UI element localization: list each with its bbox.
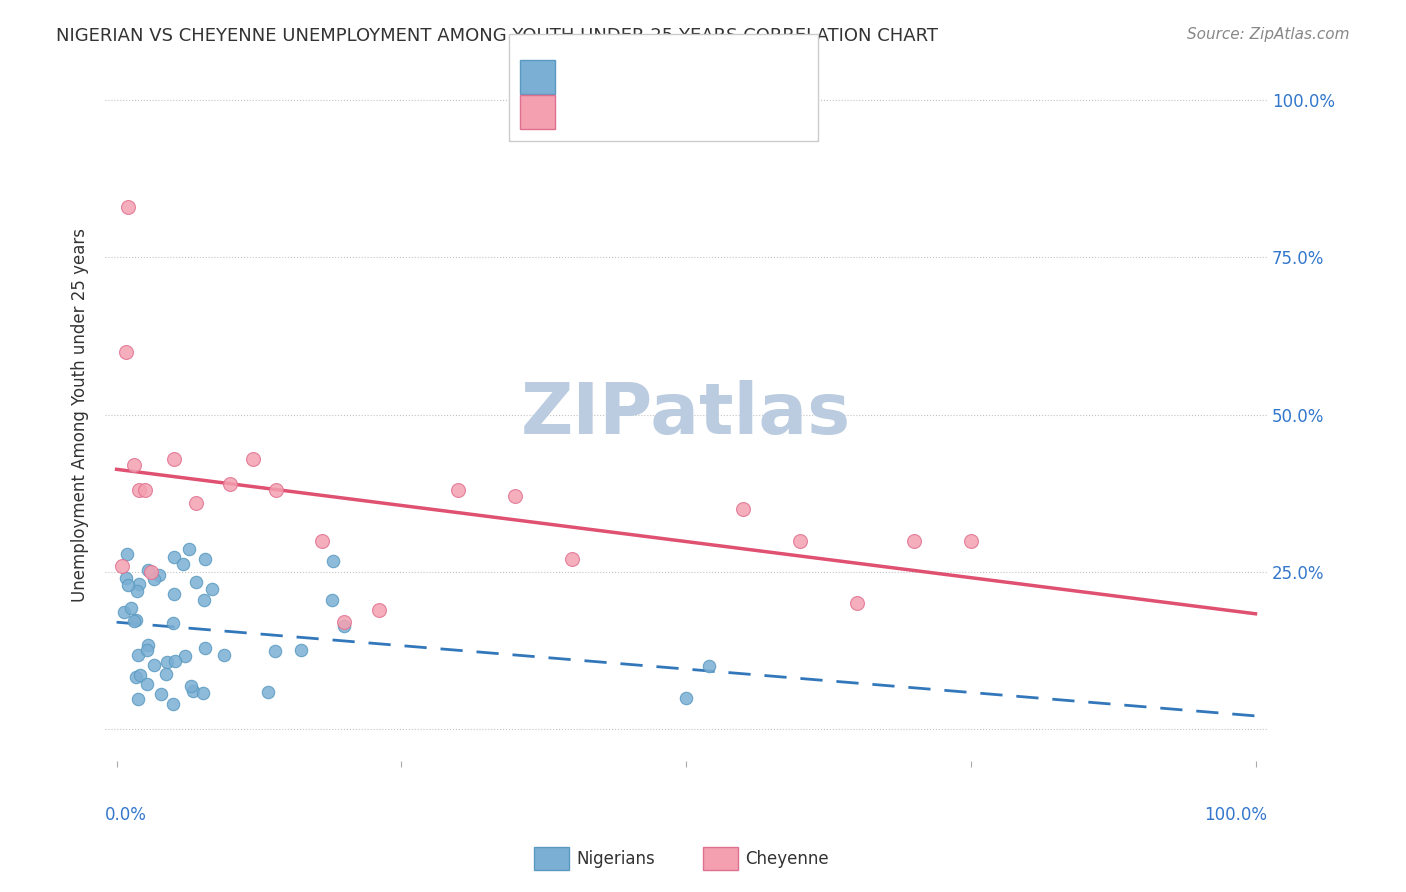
Point: [162, 697, 184, 711]
Point: [903, 533, 925, 548]
Point: [136, 638, 159, 652]
Point: [162, 451, 184, 466]
Text: N =: N =: [675, 96, 714, 114]
Point: [117, 200, 139, 214]
Y-axis label: Unemployment Among Youth under 25 years: Unemployment Among Youth under 25 years: [72, 227, 89, 602]
Point: [180, 679, 202, 693]
Point: [122, 614, 145, 628]
Point: [845, 597, 868, 611]
Point: [125, 584, 148, 599]
Text: Source: ZipAtlas.com: Source: ZipAtlas.com: [1187, 27, 1350, 42]
Point: [194, 640, 217, 655]
Point: [114, 344, 136, 359]
Text: R =: R =: [565, 96, 605, 114]
Point: [134, 483, 156, 498]
Point: [183, 683, 205, 698]
Point: [136, 676, 159, 690]
Point: [115, 571, 138, 585]
Text: Cheyenne: Cheyenne: [745, 850, 828, 868]
Point: [201, 582, 224, 597]
Text: NIGERIAN VS CHEYENNE UNEMPLOYMENT AMONG YOUTH UNDER 25 YEARS CORRELATION CHART: NIGERIAN VS CHEYENNE UNEMPLOYMENT AMONG …: [56, 27, 938, 45]
Point: [163, 587, 186, 601]
Point: [139, 565, 162, 579]
Point: [333, 615, 356, 630]
Point: [163, 550, 186, 565]
Point: [127, 648, 149, 662]
Point: [367, 603, 389, 617]
Point: [193, 685, 215, 699]
Point: [447, 483, 470, 498]
Point: [143, 657, 166, 672]
Point: [179, 542, 201, 557]
Point: [193, 593, 215, 607]
Point: [117, 547, 139, 561]
Point: [117, 578, 139, 592]
Point: [120, 601, 142, 615]
Point: [186, 575, 208, 590]
Text: 0.111: 0.111: [605, 96, 661, 114]
Text: 0.0%: 0.0%: [105, 805, 148, 824]
Point: [321, 593, 343, 607]
Point: [264, 483, 287, 498]
Point: [128, 577, 150, 591]
Point: [290, 642, 312, 657]
Point: [503, 490, 526, 504]
Point: [322, 554, 344, 568]
Point: [163, 654, 186, 668]
Point: [111, 558, 134, 573]
Text: 0.062: 0.062: [605, 61, 661, 78]
Point: [129, 668, 152, 682]
Point: [257, 685, 280, 699]
Point: [697, 659, 720, 673]
Point: [214, 648, 236, 662]
Text: R =: R =: [565, 61, 605, 78]
Text: 23: 23: [713, 96, 738, 114]
Text: Nigerians: Nigerians: [576, 850, 655, 868]
Point: [142, 572, 165, 586]
Point: [122, 458, 145, 472]
Point: [264, 644, 287, 658]
Point: [128, 483, 150, 498]
Point: [172, 557, 194, 571]
Text: N =: N =: [675, 61, 714, 78]
Point: [136, 642, 159, 657]
Point: [731, 502, 754, 516]
Point: [148, 568, 170, 582]
Point: [311, 533, 333, 548]
Point: [124, 613, 146, 627]
Point: [112, 605, 135, 619]
Point: [173, 648, 195, 663]
Point: [194, 552, 217, 566]
Point: [219, 476, 242, 491]
Point: [675, 690, 697, 705]
Point: [959, 533, 981, 548]
Point: [242, 451, 264, 466]
Point: [136, 563, 159, 577]
Point: [127, 691, 149, 706]
Point: [156, 656, 179, 670]
Text: 100.0%: 100.0%: [1204, 805, 1267, 824]
Text: ZIPatlas: ZIPatlas: [522, 380, 851, 450]
Text: 48: 48: [713, 61, 738, 78]
Point: [561, 552, 583, 566]
Point: [162, 616, 184, 631]
Point: [186, 496, 208, 510]
Point: [150, 687, 173, 701]
Point: [789, 533, 811, 548]
Point: [155, 667, 177, 681]
Point: [124, 670, 146, 684]
Point: [333, 619, 356, 633]
